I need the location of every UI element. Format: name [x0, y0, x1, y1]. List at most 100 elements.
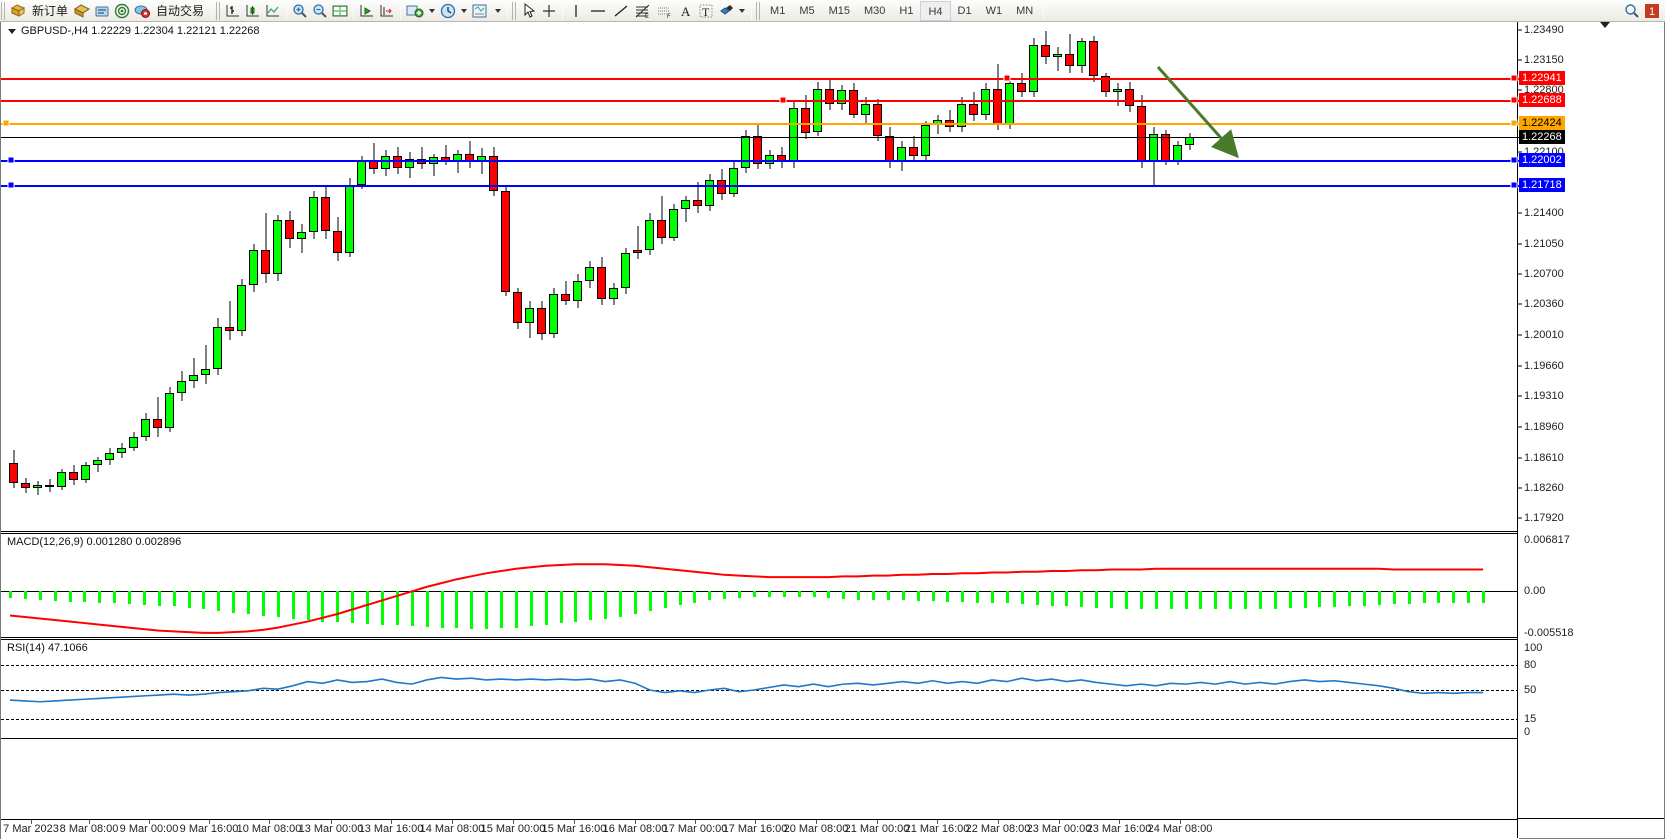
candlestick	[441, 144, 450, 165]
candlestick	[1137, 94, 1146, 168]
price-tick	[1518, 517, 1522, 519]
search-icon[interactable]	[1622, 1, 1642, 21]
zoom-in-icon[interactable]	[290, 1, 310, 21]
price-level-chip[interactable]: 1.22688	[1519, 93, 1565, 108]
templates-icon[interactable]	[470, 1, 492, 21]
timeframe-m15[interactable]: M15	[828, 4, 850, 17]
price-level-line[interactable]	[1, 185, 1519, 188]
vline-icon[interactable]	[566, 1, 586, 21]
indicators-icon[interactable]	[404, 1, 426, 21]
price-pane[interactable]: GBPUSD-,H4 1.22229 1.22304 1.22121 1.222…	[1, 22, 1519, 532]
level-anchor-handle[interactable]	[779, 96, 787, 104]
price-level-line[interactable]	[1, 160, 1519, 163]
toolbar-grip-2[interactable]	[216, 1, 222, 20]
chart-window[interactable]: GBPUSD-,H4 1.22229 1.22304 1.22121 1.222…	[0, 22, 1665, 839]
candlestick	[261, 213, 270, 284]
period-chevron-down-icon[interactable]	[461, 8, 468, 13]
toolbar-grip[interactable]	[1, 1, 6, 20]
level-anchor-handle[interactable]	[2, 119, 10, 127]
price-tick-label: 1.23150	[1524, 53, 1564, 66]
candle-body	[141, 418, 150, 437]
price-axis[interactable]: 1.23490 1.23150 1.22800 1.22100 1.21400 1.210…	[1517, 22, 1664, 838]
time-axis[interactable]: 7 Mar 2023 8 Mar 08:00 9 Mar 00:00 9 Mar 16…	[1, 819, 1519, 839]
text-icon[interactable]: A	[676, 1, 696, 21]
price-level-line[interactable]	[1, 123, 1519, 126]
price-level-line[interactable]	[1, 78, 1519, 81]
help-icon[interactable]: 1	[1642, 1, 1662, 21]
level-anchor-handle[interactable]	[7, 156, 15, 164]
macd-histogram-bar	[232, 591, 236, 613]
timeframe-m5[interactable]: M5	[799, 4, 815, 17]
level-anchor-handle[interactable]	[1003, 74, 1011, 82]
price-level-chip[interactable]: 1.22268	[1519, 130, 1565, 145]
timeframe-w1[interactable]: W1	[985, 4, 1003, 17]
candle-body	[45, 484, 54, 488]
level-anchor-handle[interactable]	[1510, 96, 1518, 104]
level-anchor-handle[interactable]	[1510, 181, 1518, 189]
signal-icon[interactable]	[112, 1, 132, 21]
price-level-chip[interactable]: 1.21718	[1519, 178, 1565, 193]
price-level-line[interactable]	[1, 100, 1519, 103]
timeframe-d1[interactable]: D1	[957, 4, 972, 17]
macd-histogram-bar	[1035, 591, 1039, 605]
timeframe-m1[interactable]: M1	[770, 4, 786, 17]
timeframe-h4[interactable]: H4	[920, 0, 951, 21]
trendline-icon[interactable]	[610, 1, 632, 21]
rsi-pane[interactable]: RSI(14) 47.1066	[1, 639, 1519, 739]
candle-body	[33, 484, 42, 489]
objects-chevron-down-icon[interactable]	[739, 8, 746, 13]
price-level-chip[interactable]: 1.22002	[1519, 153, 1565, 168]
cursor-icon[interactable]	[519, 1, 539, 21]
new-order-icon[interactable]	[8, 1, 28, 21]
autoscroll-icon[interactable]	[377, 1, 397, 21]
crosshair-icon[interactable]	[539, 1, 559, 21]
candle-body	[813, 88, 822, 133]
candle-wick	[697, 182, 698, 214]
toolbar-grip-4[interactable]	[756, 1, 762, 20]
macd-histogram-bar	[589, 591, 593, 621]
level-anchor-handle[interactable]	[1510, 156, 1518, 164]
autotrade-label[interactable]: 自动交易	[156, 4, 205, 18]
time-tick	[269, 820, 270, 824]
objects-icon[interactable]	[716, 1, 736, 21]
new-order-label[interactable]: 新订单	[32, 4, 69, 18]
macd-pane[interactable]: MACD(12,26,9) 0.001280 0.002896	[1, 533, 1519, 638]
templates-chevron-down-icon[interactable]	[495, 8, 502, 13]
level-anchor-handle[interactable]	[1510, 119, 1518, 127]
price-level-chip[interactable]: 1.22424	[1519, 116, 1565, 131]
shift-icon[interactable]	[357, 1, 377, 21]
bar-chart-icon[interactable]	[223, 1, 243, 21]
main-toolbar[interactable]: 新订单 自动交易	[0, 0, 1665, 22]
price-level-chip[interactable]: 1.22941	[1519, 71, 1565, 86]
timeframe-mn[interactable]: MN	[1016, 4, 1034, 17]
toolbar-grip-3[interactable]	[512, 1, 518, 20]
indicators-chevron-down-icon[interactable]	[429, 8, 436, 13]
candlestick	[333, 217, 342, 262]
macd-histogram-bar	[1244, 591, 1248, 610]
fibo-icon[interactable]: E	[632, 1, 654, 21]
chart-collapse-icon[interactable]	[1600, 22, 1610, 28]
candlestick-icon[interactable]	[243, 1, 263, 21]
label-icon[interactable]: T	[696, 1, 716, 21]
level-anchor-handle[interactable]	[7, 181, 15, 189]
grid-icon[interactable]	[330, 1, 350, 21]
price-tick	[1518, 334, 1522, 336]
level-anchor-handle[interactable]	[1510, 74, 1518, 82]
timeframe-h1[interactable]: H1	[899, 4, 914, 17]
autotrade-icon[interactable]	[132, 1, 152, 21]
hline-icon[interactable]	[586, 1, 610, 21]
period-icon[interactable]	[438, 1, 458, 21]
line-chart-icon[interactable]	[263, 1, 283, 21]
price-tick	[1518, 89, 1522, 91]
chart-plot-area[interactable]: GBPUSD-,H4 1.22229 1.22304 1.22121 1.222…	[1, 22, 1519, 839]
candle-body	[669, 208, 678, 238]
price-tick-label: 1.21400	[1524, 207, 1564, 220]
zoom-out-icon[interactable]	[310, 1, 330, 21]
data-window-icon[interactable]	[92, 1, 112, 21]
price-tick	[1518, 59, 1522, 61]
channel-icon[interactable]: F	[654, 1, 676, 21]
candlestick	[165, 386, 174, 433]
expert-advisor-icon[interactable]	[72, 1, 92, 21]
price-level-line[interactable]	[1, 137, 1519, 139]
timeframe-m30[interactable]: M30	[864, 4, 886, 17]
